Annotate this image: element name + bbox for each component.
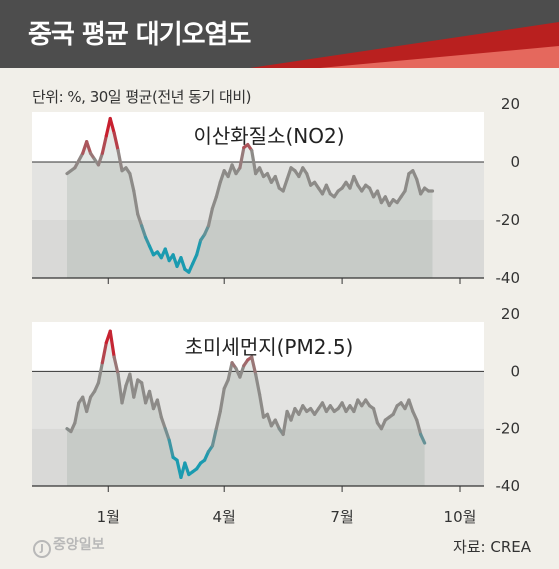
series-segment (132, 189, 140, 216)
series-segment (163, 427, 171, 442)
series-segment (254, 372, 262, 396)
series-segment (206, 206, 215, 228)
series-segment (285, 166, 293, 181)
series-segment (112, 131, 120, 152)
x-tick-label: 10월 (444, 508, 477, 526)
series-segment (108, 329, 116, 359)
series-segment (116, 372, 124, 405)
panel-title: 초미세먼지(PM2.5) (185, 335, 354, 359)
series-segment (305, 172, 313, 187)
series-segment (73, 151, 85, 170)
series-segment (238, 145, 246, 170)
series-segment (403, 172, 411, 193)
series-segment (159, 415, 167, 431)
page-title: 중국 평균 대기오염도 (28, 20, 251, 50)
series-segment (419, 432, 427, 445)
series-segment (214, 409, 222, 431)
x-tick-label: 1월 (97, 508, 120, 526)
series-segment (226, 361, 234, 382)
series-segment (183, 461, 191, 477)
panel-title: 이산화질소(NO2) (193, 124, 344, 148)
series-segment (85, 395, 93, 414)
chart-panel-2: 20 0 -20 -40 1월 4월 7월 10월 초미세먼지(PM2.5) (32, 305, 520, 526)
y-tick-label: 20 (501, 305, 520, 323)
y-tick-label: -40 (496, 477, 521, 495)
series-segment (167, 438, 175, 459)
chart-panel-1: 20 0 -20 -40 이산화질소(NO2) (32, 95, 520, 287)
y-tick-label: -20 (496, 211, 521, 229)
series-segment (136, 212, 144, 228)
series-segment (140, 224, 148, 239)
lower-band (32, 428, 484, 486)
series-segment (257, 392, 266, 419)
publisher-logo: J 중앙일보 (33, 534, 105, 558)
series-area (67, 118, 433, 278)
unit-note: 단위: %, 30일 평균(전년 동기 대비) (32, 88, 252, 106)
y-tick-label: -40 (496, 269, 521, 287)
series-segment (265, 412, 273, 428)
series-segment (250, 355, 258, 376)
series-segment (281, 177, 289, 193)
y-tick-label: 20 (501, 95, 520, 113)
series-segment (195, 238, 203, 257)
series-segment (238, 364, 246, 379)
series-segment (210, 427, 218, 448)
series-segment (371, 407, 380, 425)
series-segment (352, 398, 360, 414)
x-tick-label: 4월 (213, 508, 236, 526)
logo-text: 중앙일보 (53, 537, 105, 553)
series-segment (85, 140, 93, 155)
x-tick-label: 7월 (330, 508, 353, 526)
y-tick-label: 0 (510, 362, 520, 380)
y-tick-label: -20 (496, 420, 521, 438)
series-segment (210, 195, 218, 210)
series-segment (415, 418, 423, 436)
series-segment (375, 189, 383, 205)
series-segment (218, 169, 226, 184)
series-segment (281, 409, 289, 436)
series-segment (120, 384, 128, 405)
series-segment (100, 134, 108, 155)
series-segment (250, 148, 258, 176)
series-segment (96, 151, 104, 167)
series-segment (140, 381, 148, 405)
series-segment (163, 247, 171, 263)
series-segment (179, 256, 187, 271)
series-segment (100, 341, 108, 365)
source-note: 자료: CREA (452, 538, 531, 556)
series-segment (289, 407, 297, 422)
series-segment (147, 389, 156, 411)
series-segment (132, 378, 140, 399)
series-segment (214, 180, 222, 199)
series-segment (407, 398, 415, 414)
series-segment (96, 361, 104, 385)
series-segment (128, 172, 136, 193)
series-segment (112, 355, 120, 376)
lower-band (32, 220, 484, 278)
series-segment (415, 177, 423, 196)
series-segment (108, 116, 116, 135)
series-segment (273, 174, 281, 190)
series-segment (73, 401, 81, 425)
series-segment (155, 398, 163, 419)
logo-mark-icon: J (33, 540, 51, 558)
series-area (67, 331, 425, 486)
series-segment (116, 148, 124, 173)
y-tick-label: 0 (510, 153, 520, 171)
title-banner (0, 0, 559, 68)
series-segment (218, 386, 226, 414)
series-segment (65, 166, 77, 176)
